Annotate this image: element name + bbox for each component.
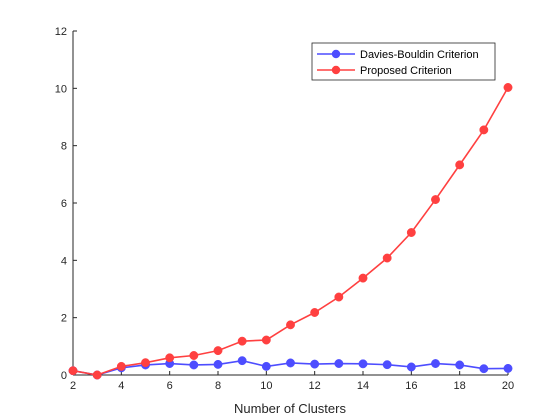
x-tick-label: 6 [167, 380, 173, 392]
data-point [358, 273, 368, 283]
y-tick-label: 6 [61, 198, 67, 210]
data-point [189, 360, 199, 370]
data-point [431, 359, 440, 368]
data-point [286, 358, 295, 368]
legend-label: Proposed Criterion [360, 65, 452, 77]
data-point [310, 308, 320, 317]
y-tick-label: 12 [55, 26, 67, 38]
data-point [141, 358, 150, 368]
legend-box [311, 42, 496, 81]
x-tick-label: 18 [454, 380, 466, 392]
data-point [165, 353, 175, 363]
legend-label: Davies-Bouldin Criterion [360, 49, 479, 61]
data-point [213, 346, 223, 356]
x-tick-label: 2 [70, 380, 76, 392]
data-point [92, 370, 102, 380]
data-point [189, 351, 199, 360]
data-point [431, 195, 440, 205]
y-tick-label: 8 [61, 141, 67, 153]
series-layer [68, 83, 513, 380]
data-point [310, 359, 320, 369]
x-tick-label: 8 [215, 380, 221, 392]
data-point [479, 364, 489, 374]
legend-marker [331, 65, 341, 75]
data-point [382, 253, 392, 263]
data-point [503, 83, 513, 92]
data-point [261, 361, 271, 371]
series-2 [68, 83, 513, 380]
legend-marker [331, 49, 341, 59]
data-point [334, 359, 344, 368]
data-point [503, 363, 513, 373]
x-tick-label: 12 [309, 380, 321, 392]
data-point [261, 335, 271, 345]
data-point [358, 359, 368, 369]
y-tick-label: 2 [61, 313, 67, 325]
x-tick-label: 20 [502, 380, 514, 392]
y-tick-label: 4 [61, 255, 67, 267]
series-line [72, 87, 509, 376]
x-tick-label: 14 [357, 380, 369, 392]
y-tick-label: 0 [61, 370, 67, 382]
x-axis-label: Number of Clusters [234, 401, 346, 416]
x-tick-label: 16 [405, 380, 417, 392]
data-point [237, 356, 247, 366]
data-point [213, 359, 223, 369]
data-point [116, 361, 126, 371]
data-point [479, 125, 489, 135]
data-point [406, 228, 416, 237]
series-1 [68, 356, 513, 380]
y-tick-label: 10 [55, 83, 67, 95]
data-point [455, 360, 465, 370]
data-point [406, 362, 416, 372]
data-point [455, 160, 465, 170]
x-tick-label: 10 [260, 380, 272, 392]
x-tick-label: 4 [118, 380, 124, 392]
data-point [286, 320, 295, 330]
data-point [382, 360, 392, 370]
data-point [334, 292, 344, 302]
legend: Davies-Bouldin Criterion Proposed Criteri… [311, 42, 496, 81]
data-point [68, 366, 78, 376]
data-point [237, 336, 247, 346]
